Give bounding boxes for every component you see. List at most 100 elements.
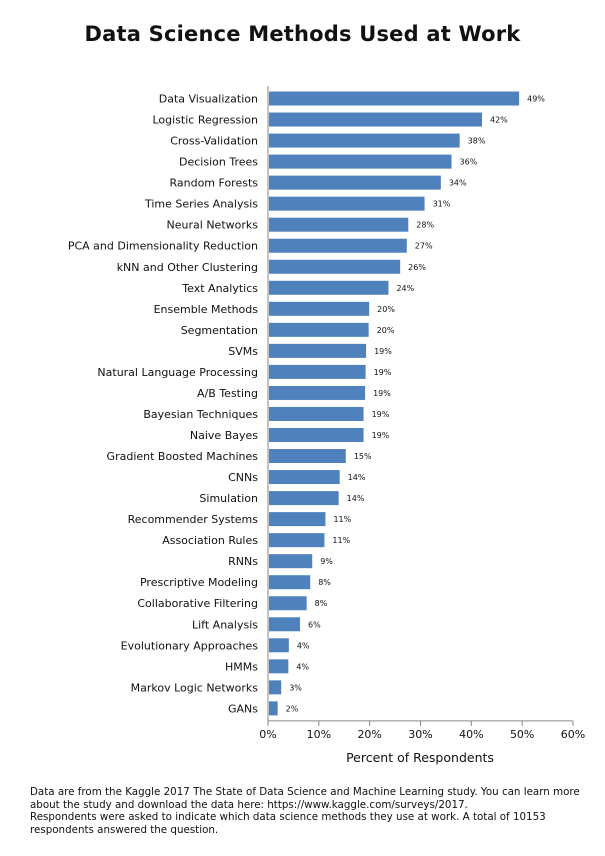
category-label-lift-analysis: Lift Analysis [192, 618, 258, 631]
category-label-hmms: HMMs [225, 660, 258, 673]
bar-text-analytics [269, 280, 389, 295]
category-label-svms: SVMs [228, 345, 258, 358]
category-label-natural-language-processing: Natural Language Processing [97, 366, 258, 379]
value-label-lift-analysis: 6% [308, 620, 321, 629]
category-label-segmentation: Segmentation [181, 324, 258, 337]
category-labels: Data Visualization Logistic Regression Cro… [68, 93, 258, 716]
x-tick-label-60: 60% [561, 728, 585, 741]
category-label-ensemble-methods: Ensemble Methods [154, 303, 259, 316]
bar-cnns [269, 470, 340, 485]
category-label-cnns: CNNs [228, 471, 258, 484]
value-label-cross-validation: 38% [468, 137, 486, 146]
bar-bayesian-techniques [269, 406, 364, 421]
category-label-gradient-boosted-machines: Gradient Boosted Machines [107, 450, 259, 463]
footnote: Data are from the Kaggle 2017 The State … [30, 786, 590, 836]
category-label-markov-logic-networks: Markov Logic Networks [131, 681, 259, 694]
bar-natural-language-processing [269, 364, 366, 379]
x-tick-label-0: 0% [259, 728, 276, 741]
value-label-svms: 19% [374, 347, 392, 356]
bar-a-b-testing [269, 385, 366, 400]
value-label-bayesian-techniques: 19% [372, 410, 390, 419]
value-label-gans: 2% [286, 704, 299, 713]
value-label-hmms: 4% [296, 662, 309, 671]
bar-pca-and-dimensionality-reduction [269, 238, 407, 253]
bar-hmms [269, 659, 289, 674]
category-label-time-series-analysis: Time Series Analysis [144, 198, 258, 211]
value-label-text-analytics: 24% [396, 284, 414, 293]
category-label-bayesian-techniques: Bayesian Techniques [143, 408, 258, 421]
bar-time-series-analysis [269, 196, 425, 211]
value-labels: 49% 42% 38% 36% 34% 31% 28% 27% 26% 24% 20% 20% 19% 1… [286, 95, 546, 714]
category-label-association-rules: Association Rules [162, 534, 258, 547]
category-label-recommender-systems: Recommender Systems [128, 513, 259, 526]
value-label-logistic-regression: 42% [490, 116, 508, 125]
bar-chart: Data Visualization Logistic Regression Cro… [68, 86, 585, 765]
value-label-ensemble-methods: 20% [377, 305, 395, 314]
bar-lift-analysis [269, 617, 301, 632]
bar-gans [269, 701, 278, 716]
value-label-evolutionary-approaches: 4% [297, 641, 310, 650]
bar-segmentation [269, 322, 369, 337]
category-label-naive-bayes: Naive Bayes [190, 429, 258, 442]
value-label-segmentation: 20% [377, 326, 395, 335]
bar-decision-trees [269, 154, 452, 169]
category-label-cross-validation: Cross-Validation [170, 135, 258, 148]
category-label-neural-networks: Neural Networks [167, 219, 259, 232]
value-label-collaborative-filtering: 8% [315, 599, 328, 608]
bar-ensemble-methods [269, 301, 370, 316]
category-label-gans: GANs [228, 702, 258, 715]
category-label-data-visualization: Data Visualization [159, 93, 258, 106]
bar-prescriptive-modeling [269, 575, 311, 590]
value-label-decision-trees: 36% [460, 158, 478, 167]
category-label-knn-and-other-clustering: kNN and Other Clustering [117, 261, 258, 274]
value-label-natural-language-processing: 19% [374, 368, 392, 377]
bar-logistic-regression [269, 112, 483, 127]
bar-random-forests [269, 175, 441, 190]
value-label-simulation: 14% [347, 494, 365, 503]
bar-rnns [269, 554, 313, 569]
category-label-logistic-regression: Logistic Regression [152, 114, 258, 127]
footnote-source: Data are from the Kaggle 2017 The State … [30, 786, 580, 811]
category-label-decision-trees: Decision Trees [179, 156, 258, 169]
category-label-collaborative-filtering: Collaborative Filtering [137, 597, 258, 610]
value-label-random-forests: 34% [449, 179, 467, 188]
bar-knn-and-other-clustering [269, 259, 401, 274]
value-label-time-series-analysis: 31% [433, 200, 451, 209]
value-label-pca-and-dimensionality-reduction: 27% [415, 242, 433, 251]
bar-neural-networks [269, 217, 409, 232]
category-label-prescriptive-modeling: Prescriptive Modeling [140, 576, 258, 589]
bar-naive-bayes [269, 427, 364, 442]
x-tick-label-40: 40% [459, 728, 483, 741]
value-label-markov-logic-networks: 3% [289, 683, 302, 692]
category-label-random-forests: Random Forests [169, 177, 258, 190]
value-label-a-b-testing: 19% [373, 389, 391, 398]
x-axis: 0% 10% 20% 30% 40% 50% 60% [259, 86, 585, 741]
x-tick-label-20: 20% [357, 728, 381, 741]
footnote-method: Respondents were asked to indicate which… [30, 811, 546, 836]
value-label-rnns: 9% [320, 557, 333, 566]
value-label-prescriptive-modeling: 8% [318, 578, 331, 587]
value-label-naive-bayes: 19% [372, 431, 390, 440]
bar-simulation [269, 491, 339, 506]
value-label-recommender-systems: 11% [333, 515, 351, 524]
category-label-rnns: RNNs [228, 555, 258, 568]
bar-data-visualization [269, 91, 520, 106]
bar-cross-validation [269, 133, 460, 148]
bar-svms [269, 343, 367, 358]
x-tick-label-10: 10% [307, 728, 331, 741]
category-label-simulation: Simulation [199, 492, 258, 505]
bar-markov-logic-networks [269, 680, 282, 695]
x-tick-label-30: 30% [408, 728, 432, 741]
value-label-knn-and-other-clustering: 26% [408, 263, 426, 272]
value-label-data-visualization: 49% [527, 95, 545, 104]
value-label-cnns: 14% [348, 473, 366, 482]
bar-group [269, 91, 520, 716]
bar-collaborative-filtering [269, 596, 307, 611]
value-label-neural-networks: 28% [416, 221, 434, 230]
value-label-association-rules: 11% [332, 536, 350, 545]
category-label-evolutionary-approaches: Evolutionary Approaches [121, 639, 259, 652]
category-label-pca-and-dimensionality-reduction: PCA and Dimensionality Reduction [68, 240, 258, 253]
chart-title: Data Science Methods Used at Work [84, 22, 521, 46]
x-axis-title: Percent of Respondents [346, 750, 494, 765]
bar-evolutionary-approaches [269, 638, 289, 653]
